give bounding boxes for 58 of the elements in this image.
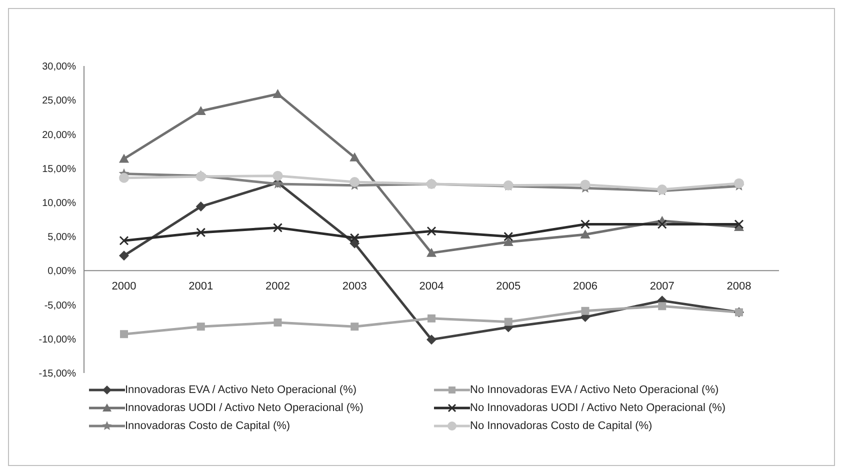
point xyxy=(504,318,512,326)
y-tick-label: 5,00% xyxy=(48,232,76,244)
point xyxy=(350,176,360,187)
point xyxy=(580,180,590,190)
x-tick-label: 2008 xyxy=(726,280,752,292)
y-tick-label: -5,00% xyxy=(44,300,76,312)
point xyxy=(350,238,360,248)
y-tick-label: 25,00% xyxy=(42,96,76,107)
legend-label: No Innovadoras UODI / Activo Neto Operacional (%) xyxy=(470,402,726,414)
point xyxy=(734,220,744,230)
y-tick-label: 30,00% xyxy=(42,62,76,73)
x-tick-label: 2004 xyxy=(419,280,444,292)
point xyxy=(503,237,514,246)
point xyxy=(428,314,436,322)
point xyxy=(426,248,436,257)
point xyxy=(580,220,590,230)
legend-label: Innovadoras UODI / Activo Neto Operacional (%) xyxy=(125,402,364,414)
y-tick-label: 20,00% xyxy=(42,130,76,141)
point xyxy=(120,330,128,338)
point xyxy=(504,232,514,242)
point xyxy=(119,172,129,183)
y-tick-label: 10,00% xyxy=(42,198,76,209)
point xyxy=(350,233,360,243)
point xyxy=(196,202,206,212)
x-tick-label: 2002 xyxy=(266,280,290,292)
point xyxy=(196,322,205,331)
x-tick-label: 2003 xyxy=(342,280,367,292)
point xyxy=(119,250,129,261)
point xyxy=(426,226,436,236)
point xyxy=(119,154,129,163)
legend-label: No Innovadoras EVA / Activo Neto Operacional (%) xyxy=(470,384,719,396)
y-tick-label: 15,00% xyxy=(42,164,76,175)
legend-label: Innovadoras EVA / Activo Neto Operacional (%) xyxy=(125,384,357,396)
x-tick-label: 2007 xyxy=(650,280,674,292)
point xyxy=(196,228,206,238)
point xyxy=(426,334,436,345)
x-tick-label: 2006 xyxy=(573,280,598,292)
legend-label: No Innovadoras Costo de Capital (%) xyxy=(470,420,652,432)
point xyxy=(196,106,206,116)
x-tick-label: 2001 xyxy=(188,280,214,292)
x-tick-label: 2005 xyxy=(496,280,521,292)
point xyxy=(273,222,282,232)
point xyxy=(272,170,283,181)
point xyxy=(581,306,590,315)
y-tick-label: -10,00% xyxy=(38,334,76,346)
point xyxy=(350,152,360,162)
y-tick-label: -15,00% xyxy=(38,368,76,380)
point xyxy=(734,178,744,188)
point xyxy=(658,302,666,310)
point xyxy=(272,88,283,98)
point xyxy=(350,322,359,331)
point xyxy=(274,318,282,327)
legend-label: Innovadoras Costo de Capital (%) xyxy=(125,420,290,432)
point xyxy=(580,230,590,239)
point xyxy=(119,236,129,246)
point xyxy=(657,220,667,230)
x-tick-label: 2000 xyxy=(112,280,136,292)
y-tick-label: 0,00% xyxy=(48,266,76,278)
